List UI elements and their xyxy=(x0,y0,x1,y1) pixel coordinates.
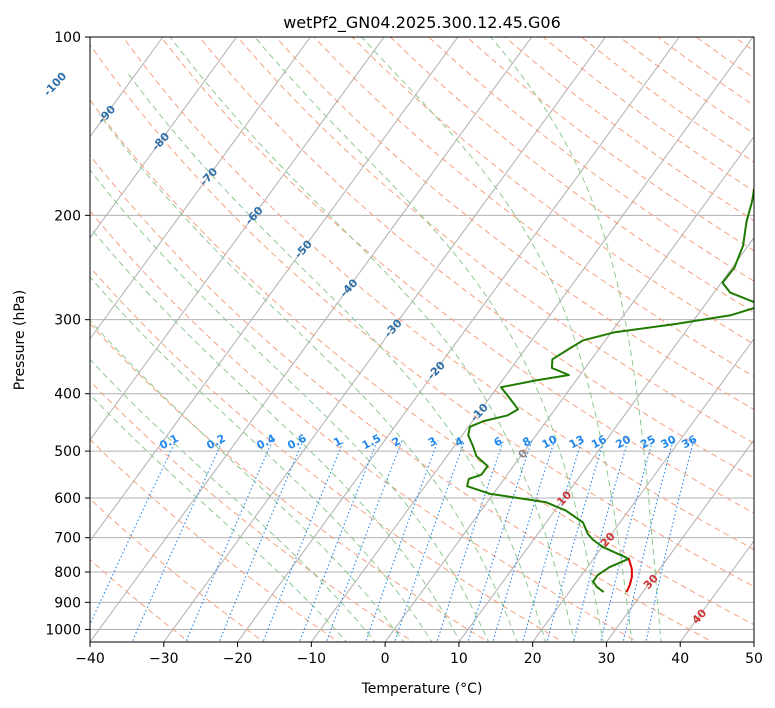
mixing-ratio-label: 10 xyxy=(540,433,560,452)
mixing-ratio-line xyxy=(262,440,345,642)
dry-adiabat xyxy=(90,380,415,642)
x-tick-label: −20 xyxy=(223,651,253,667)
y-axis-ticks: 100 200 300 400 500 600 700 800 900 1000 xyxy=(45,30,90,638)
mixing-ratio-line xyxy=(622,440,674,642)
y-tick-label: 200 xyxy=(54,208,81,224)
mixing-ratio-line xyxy=(572,440,629,642)
x-tick-label: −40 xyxy=(75,651,105,667)
dry-adiabat xyxy=(237,37,754,444)
mixing-ratio-label: 16 xyxy=(589,433,609,452)
isotherm-line xyxy=(458,236,754,642)
x-tick-label: 40 xyxy=(671,651,689,667)
y-tick-label: 1000 xyxy=(45,622,81,638)
moist-adiabat xyxy=(90,169,490,642)
dry-adiabat xyxy=(198,37,754,479)
moist-adiabat xyxy=(90,319,405,642)
dry-adiabat xyxy=(160,37,754,514)
mixing-ratio-label: 13 xyxy=(567,433,587,452)
moist-adiabat xyxy=(90,276,433,642)
isotherm-line xyxy=(90,37,237,239)
dry-adiabat xyxy=(389,37,754,313)
y-tick-label: 900 xyxy=(54,595,81,611)
dry-adiabat xyxy=(90,498,265,642)
mixing-ratio-line xyxy=(90,440,177,626)
plot-area xyxy=(90,37,754,642)
dry-adiabat xyxy=(90,266,565,642)
isotherm-line xyxy=(90,37,385,441)
mixing-ratio-label: 36 xyxy=(680,433,700,452)
isotherm-line xyxy=(310,37,754,642)
mixing-ratio-line xyxy=(522,440,583,642)
y-tick-label: 500 xyxy=(54,444,81,460)
mixing-ratio-label: 20 xyxy=(613,433,633,452)
isotherm-line xyxy=(163,37,606,642)
x-tick-label: 0 xyxy=(381,651,390,667)
series-temperature-line xyxy=(625,558,633,593)
x-tick-label: 10 xyxy=(450,651,468,667)
mixing-ratio-line xyxy=(467,440,533,642)
x-tick-label: 30 xyxy=(598,651,616,667)
dry-adiabat xyxy=(90,210,639,642)
dry-adiabat xyxy=(90,154,714,642)
mixing-ratio-label: 30 xyxy=(659,433,679,452)
moist-adiabat xyxy=(169,37,575,642)
x-tick-label: −30 xyxy=(149,651,179,667)
mixing-ratio-line xyxy=(185,440,273,642)
mixing-ratio-line xyxy=(546,440,605,642)
y-tick-label: 800 xyxy=(54,565,81,581)
sounding-series xyxy=(466,184,754,593)
y-tick-label: 400 xyxy=(54,387,81,403)
chart-title: wetPf2_GN04.2025.300.12.45.G06 xyxy=(283,13,561,33)
isotherm-line xyxy=(532,337,754,642)
mixing-ratio-label: 25 xyxy=(638,433,658,452)
mixing-ratio-line xyxy=(645,440,695,642)
dry-adiabat xyxy=(90,438,340,642)
y-tick-label: 300 xyxy=(54,313,81,329)
y-axis-title: Pressure (hPa) xyxy=(12,290,28,390)
dry-adiabat xyxy=(90,99,754,626)
isotherm-line xyxy=(90,37,533,642)
mixing-ratio-line xyxy=(436,440,504,642)
skewed-isotherms xyxy=(90,37,754,642)
x-axis-title: Temperature (°C) xyxy=(361,681,483,697)
x-axis-ticks: −40 −30 −20 −10 0 10 20 30 40 50 xyxy=(75,642,763,667)
dry-adiabat xyxy=(90,43,754,588)
dry-adiabat xyxy=(90,323,490,642)
moist-adiabat xyxy=(98,113,518,642)
series-dewpoint-line xyxy=(466,184,754,593)
x-tick-label: −10 xyxy=(297,651,327,667)
y-tick-label: 700 xyxy=(54,531,81,547)
isotherm-line xyxy=(237,37,680,642)
isotherm-line xyxy=(90,37,459,542)
isotherm-line xyxy=(606,439,754,642)
moist-adiabat xyxy=(490,37,662,642)
isotherm-line xyxy=(384,135,754,642)
y-tick-label: 600 xyxy=(54,491,81,507)
moist-adiabat xyxy=(254,37,604,642)
mixing-ratio-line xyxy=(218,440,304,642)
y-tick-label: 100 xyxy=(54,30,81,46)
dry-adiabat xyxy=(351,37,754,345)
x-tick-label: 20 xyxy=(524,651,542,667)
plot-frame xyxy=(89,36,755,643)
moist-adiabat xyxy=(90,226,461,642)
x-tick-label: 50 xyxy=(745,651,763,667)
moist-adiabat xyxy=(361,37,633,642)
isotherm-line xyxy=(90,37,311,340)
